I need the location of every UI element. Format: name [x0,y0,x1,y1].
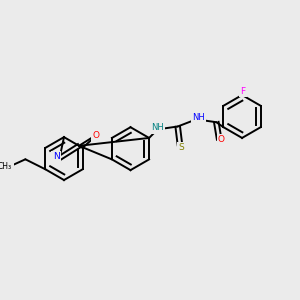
Text: CH₃: CH₃ [0,162,12,171]
Text: NH: NH [192,113,205,122]
Text: O: O [93,131,100,140]
Text: F: F [240,87,245,96]
Text: N: N [53,152,59,161]
Text: NH: NH [151,123,164,132]
Text: S: S [178,143,184,152]
Text: O: O [218,135,225,144]
